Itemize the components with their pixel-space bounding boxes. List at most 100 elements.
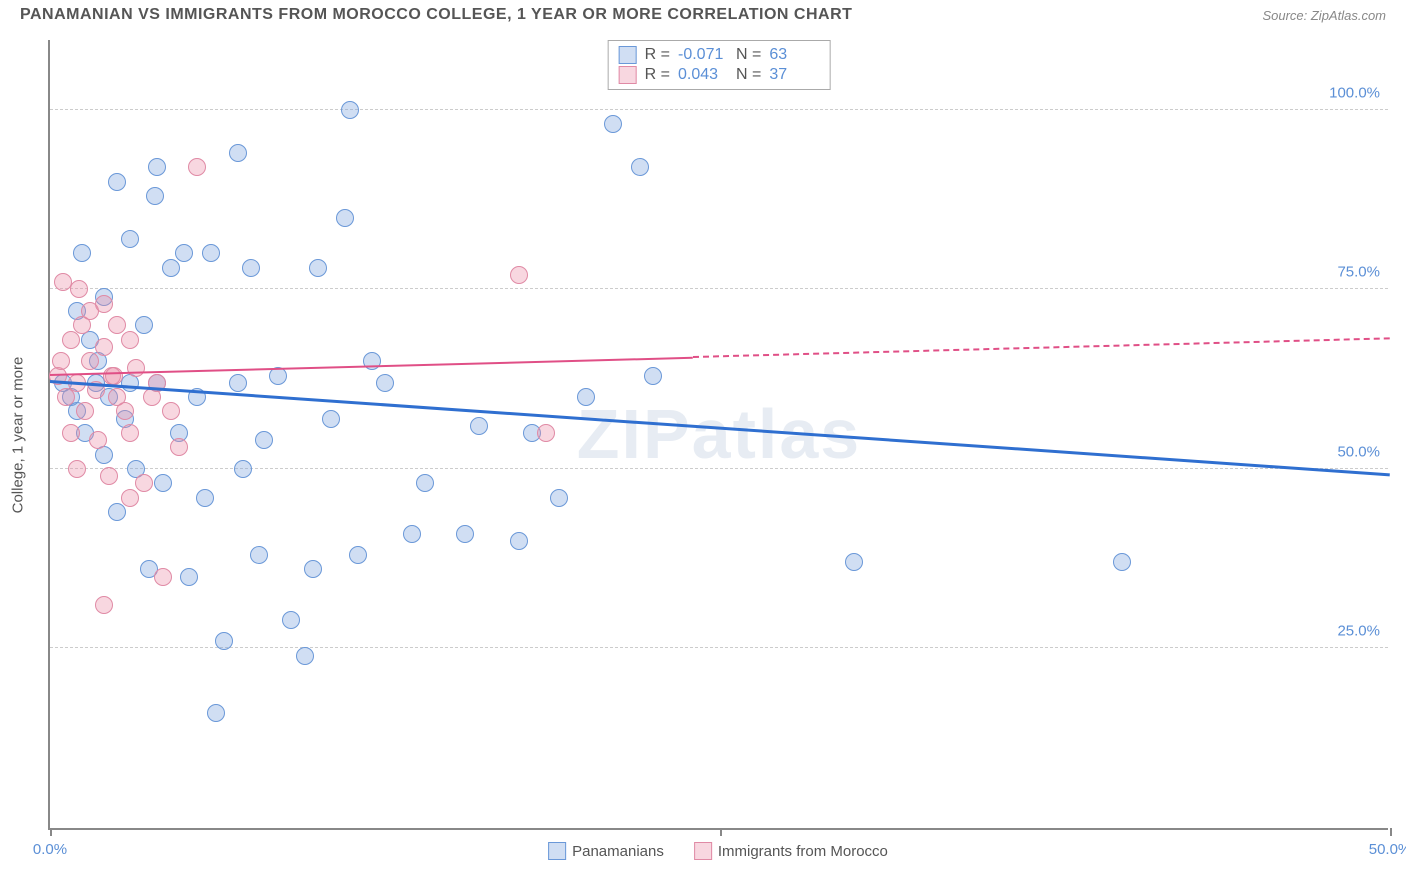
trend-line — [50, 380, 1390, 476]
data-point — [282, 611, 300, 629]
legend-swatch — [548, 842, 566, 860]
data-point — [322, 410, 340, 428]
data-point — [162, 259, 180, 277]
xtick-mark — [50, 828, 52, 836]
ytick-label: 75.0% — [1337, 264, 1380, 281]
gridline — [50, 647, 1388, 648]
gridline — [50, 288, 1388, 289]
data-point — [135, 474, 153, 492]
data-point — [89, 431, 107, 449]
data-point — [95, 295, 113, 313]
n-label: N = — [736, 46, 761, 64]
data-point — [644, 367, 662, 385]
r-value: -0.071 — [678, 46, 728, 64]
chart-container: College, 1 year or more ZIPatlas R =-0.0… — [48, 40, 1388, 830]
data-point — [135, 316, 153, 334]
trend-line — [693, 338, 1390, 359]
legend-swatch — [619, 66, 637, 84]
legend-item: Panamanians — [548, 842, 664, 860]
data-point — [196, 489, 214, 507]
r-label: R = — [645, 66, 670, 84]
data-point — [202, 244, 220, 262]
data-point — [403, 525, 421, 543]
data-point — [121, 489, 139, 507]
legend-item: Immigrants from Morocco — [694, 842, 888, 860]
legend-label: Panamanians — [572, 843, 664, 860]
data-point — [845, 553, 863, 571]
data-point — [304, 560, 322, 578]
data-point — [234, 460, 252, 478]
data-point — [154, 474, 172, 492]
data-point — [341, 101, 359, 119]
data-point — [70, 280, 88, 298]
legend-swatch — [619, 46, 637, 64]
data-point — [108, 316, 126, 334]
legend-swatch — [694, 842, 712, 860]
data-point — [215, 632, 233, 650]
data-point — [631, 158, 649, 176]
r-label: R = — [645, 46, 670, 64]
data-point — [242, 259, 260, 277]
n-value: 37 — [769, 66, 819, 84]
data-point — [550, 489, 568, 507]
data-point — [296, 647, 314, 665]
data-point — [62, 424, 80, 442]
data-point — [162, 402, 180, 420]
data-point — [175, 244, 193, 262]
plot-area: ZIPatlas R =-0.071N =63R =0.043N =37 25.… — [48, 40, 1388, 830]
data-point — [73, 244, 91, 262]
data-point — [105, 367, 123, 385]
data-point — [229, 374, 247, 392]
ytick-label: 100.0% — [1329, 84, 1380, 101]
data-point — [1113, 553, 1131, 571]
chart-title: PANAMANIAN VS IMMIGRANTS FROM MOROCCO CO… — [20, 6, 852, 24]
stats-legend: R =-0.071N =63R =0.043N =37 — [608, 40, 831, 90]
data-point — [146, 187, 164, 205]
data-point — [376, 374, 394, 392]
stats-row: R = 0.043 N = 37 — [619, 65, 820, 85]
data-point — [121, 331, 139, 349]
data-point — [127, 359, 145, 377]
data-point — [336, 209, 354, 227]
xtick-label: 0.0% — [33, 841, 67, 858]
data-point — [121, 230, 139, 248]
data-point — [76, 402, 94, 420]
data-point — [81, 352, 99, 370]
data-point — [180, 568, 198, 586]
data-point — [148, 158, 166, 176]
gridline — [50, 109, 1388, 110]
data-point — [250, 546, 268, 564]
data-point — [510, 532, 528, 550]
source-label: Source: ZipAtlas.com — [1262, 8, 1386, 23]
data-point — [255, 431, 273, 449]
ytick-label: 25.0% — [1337, 623, 1380, 640]
data-point — [537, 424, 555, 442]
data-point — [229, 144, 247, 162]
data-point — [95, 596, 113, 614]
stats-row: R =-0.071N =63 — [619, 45, 820, 65]
data-point — [416, 474, 434, 492]
y-axis-label: College, 1 year or more — [10, 357, 27, 514]
data-point — [95, 338, 113, 356]
data-point — [577, 388, 595, 406]
xtick-mark — [1390, 828, 1392, 836]
data-point — [108, 173, 126, 191]
n-label: N = — [736, 66, 761, 84]
xtick-mark — [720, 828, 722, 836]
data-point — [52, 352, 70, 370]
data-point — [188, 158, 206, 176]
data-point — [100, 467, 118, 485]
legend-label: Immigrants from Morocco — [718, 843, 888, 860]
ytick-label: 50.0% — [1337, 443, 1380, 460]
data-point — [154, 568, 172, 586]
data-point — [207, 704, 225, 722]
data-point — [68, 460, 86, 478]
data-point — [604, 115, 622, 133]
data-point — [170, 438, 188, 456]
r-value: 0.043 — [678, 66, 728, 84]
data-point — [121, 424, 139, 442]
data-point — [108, 503, 126, 521]
data-point — [456, 525, 474, 543]
data-point — [510, 266, 528, 284]
data-point — [309, 259, 327, 277]
